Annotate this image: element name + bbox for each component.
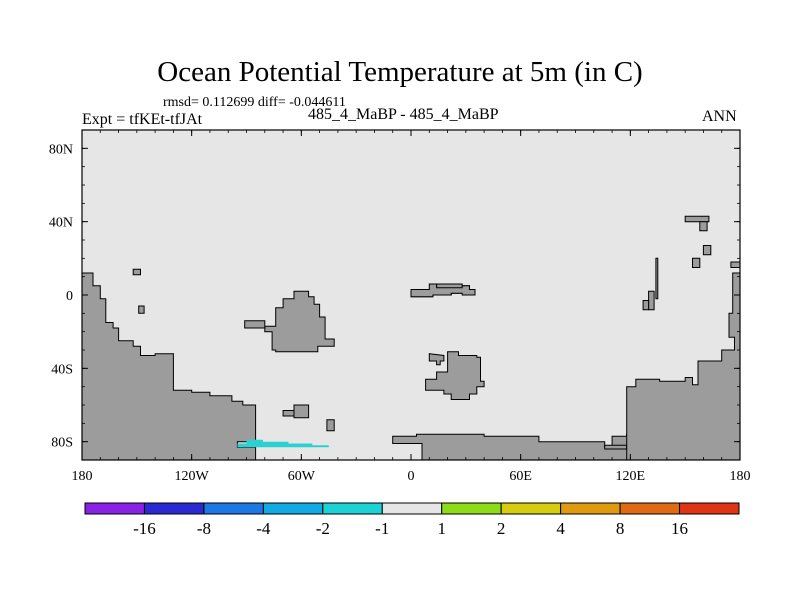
anomaly-patch-0 [237, 439, 329, 448]
land-mass-3 [626, 272, 740, 460]
colorbar-label: 4 [556, 519, 565, 538]
colorbar-box [143, 502, 205, 515]
anomaly-layer [237, 439, 329, 448]
land-mass-16 [293, 404, 310, 419]
land-mass-17 [282, 410, 295, 417]
y-tick-label: 40S [51, 362, 73, 377]
colorbar-box [84, 502, 145, 515]
season-label: ANN [702, 108, 737, 125]
colorbar-label: 2 [497, 519, 506, 538]
land-mass-7 [702, 245, 712, 256]
land-mass-20 [410, 283, 476, 298]
statistics-text: rmsd= 0.112699 diff= -0.044611 [163, 95, 346, 110]
land-mass-21 [428, 353, 445, 366]
colorbar-label: -4 [256, 519, 271, 538]
land-mass-12 [132, 268, 141, 276]
colorbar-box [203, 502, 264, 515]
experiment-label: Expt = tfKEt-tfJAt [82, 111, 203, 128]
land-mass-14 [264, 290, 335, 353]
land-mass-18 [326, 419, 335, 432]
land-mass-15 [244, 320, 266, 329]
x-tick-label: 120W [175, 469, 210, 484]
x-tick-label: 180 [72, 469, 93, 484]
x-tick-label: 120E [616, 469, 646, 484]
x-tick-label: 180 [730, 469, 751, 484]
land-mass-4 [730, 261, 740, 268]
colorbar: -16 -8 -4 -2 -1 1 2 4 8 16 [84, 502, 740, 538]
colorbar-label: -1 [375, 519, 389, 538]
land-mass-6 [699, 221, 708, 232]
x-tick-label: 0 [408, 469, 415, 484]
land-mass-11 [642, 300, 650, 311]
colorbar-box [500, 502, 562, 515]
y-tick-label: 40N [49, 216, 73, 231]
colorbar-box [679, 502, 740, 515]
x-tick-label: 60E [509, 469, 532, 484]
land-mass-5 [684, 215, 710, 223]
colorbar-box [560, 502, 621, 515]
land-mass-9 [655, 257, 659, 300]
plot-subtitle: 485_4_MaBP - 485_4_MaBP [308, 106, 499, 123]
x-tick-label: 60W [288, 469, 316, 484]
colorbar-label: 8 [616, 519, 625, 538]
colorbar-box [262, 502, 324, 515]
colorbar-label: 16 [671, 519, 688, 538]
colorbar-box [381, 502, 443, 515]
land-mass-13 [138, 305, 145, 314]
colorbar-label: -2 [316, 519, 330, 538]
colorbar-box [441, 502, 502, 515]
y-tick-label: 0 [66, 289, 73, 304]
plot-title: Ocean Potential Temperature at 5m (in C) [157, 56, 643, 88]
land-mass-8 [692, 257, 701, 268]
y-tick-label: 80N [49, 142, 73, 157]
axis-ticks: 180 120W 60W 0 60E 120E 180 80N 40N 0 40S 80S [49, 129, 751, 484]
colorbar-label: -16 [133, 519, 156, 538]
land-mass-22 [425, 351, 485, 400]
land-layer [82, 215, 740, 460]
colorbar-label: 1 [437, 519, 446, 538]
colorbar-label: -8 [197, 519, 211, 538]
land-mass-2 [604, 444, 628, 450]
land-mass-10 [648, 290, 655, 311]
y-tick-label: 80S [51, 436, 73, 451]
colorbar-box [619, 502, 681, 515]
colorbar-box [322, 502, 383, 515]
